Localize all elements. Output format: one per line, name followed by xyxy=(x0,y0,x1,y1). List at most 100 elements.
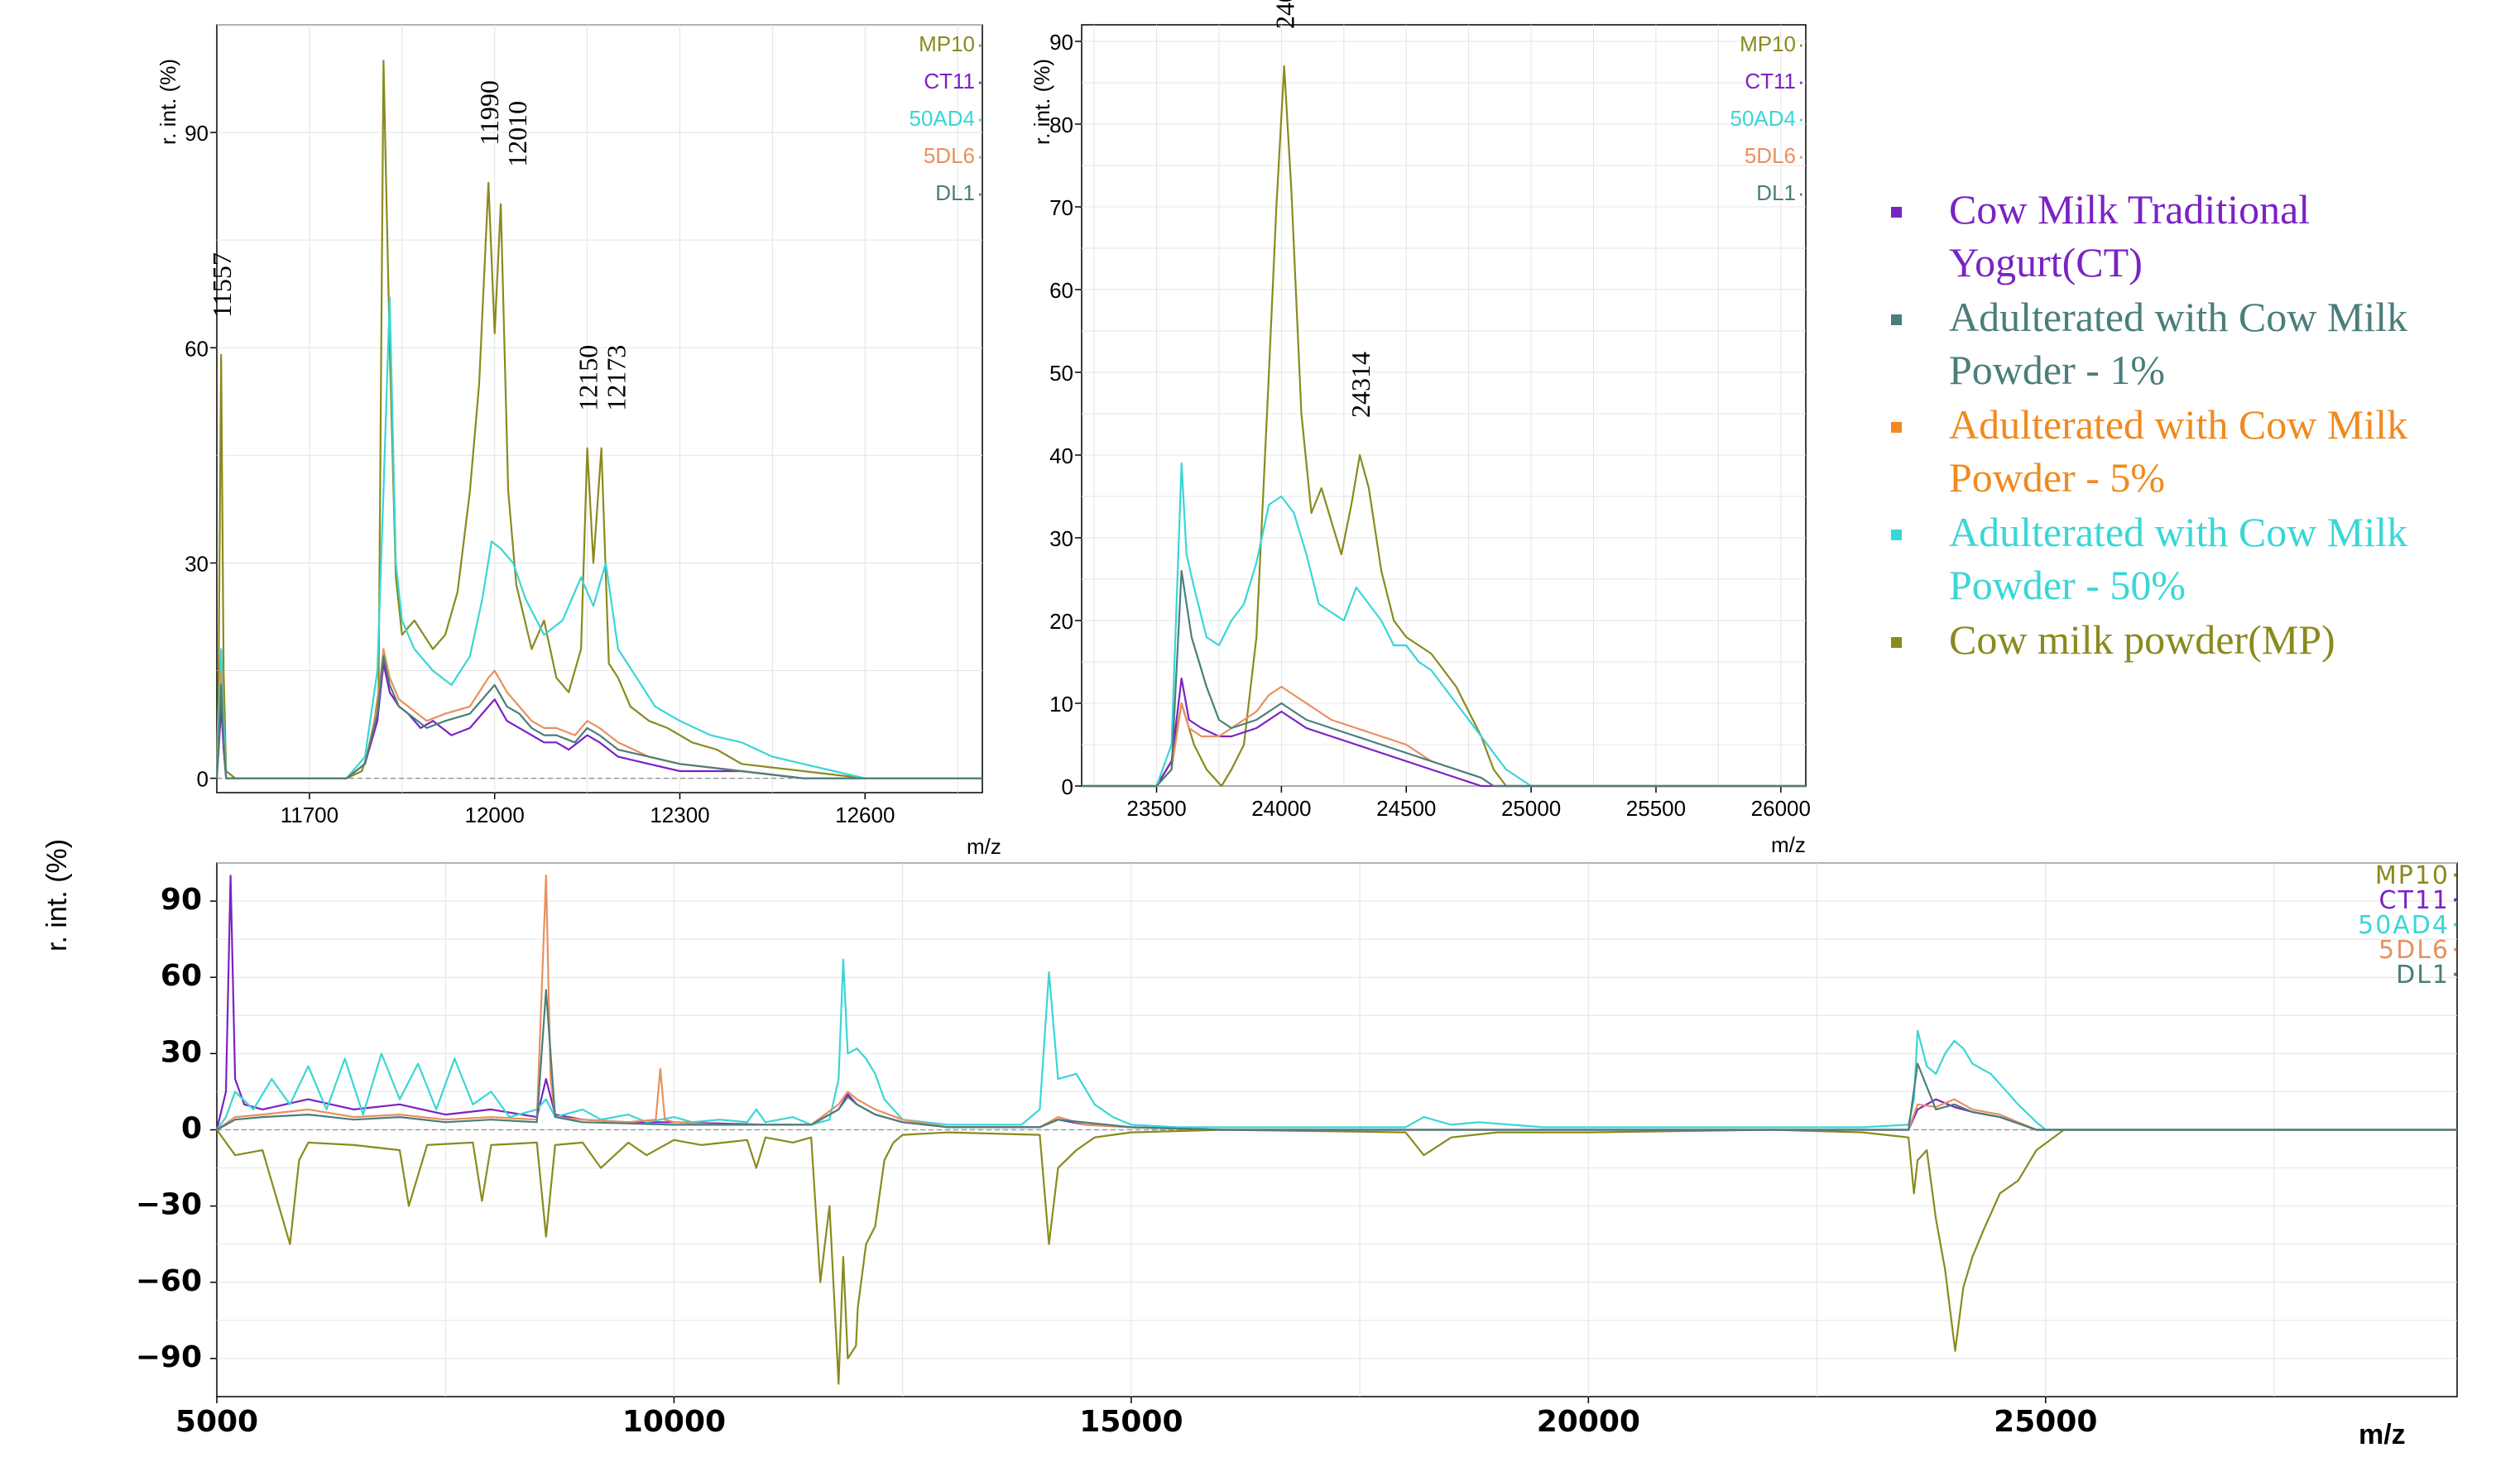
y-tick-label: 30 xyxy=(1049,526,1073,551)
inset-legend-entry: DL1 xyxy=(1756,180,1796,205)
y-tick-label: 90 xyxy=(161,883,202,917)
y-tick-label: 50 xyxy=(1049,361,1073,386)
panel-bottom-inset-legend: MP10 ·CT11·50AD4·5DL6 ·DL1 · xyxy=(2358,861,2461,990)
panel-bottom-ticks: 5000 10000 15000 20000 25000 −90 −60 −30 0 30 60 90 xyxy=(136,883,2098,1439)
panel-top-left-ticks: 11700 12000 12300 12600 0 30 60 90 xyxy=(185,121,895,827)
inset-legend-dot: · xyxy=(1798,31,1805,56)
panel-top-middle-series xyxy=(1082,65,1806,788)
inset-legend-entry: MP10 xyxy=(1740,31,1796,56)
panel-top-left-inset-legend: MP10 ·CT11·50AD4·5DL6 ·DL1 · xyxy=(910,31,984,205)
inset-legend-dot: · xyxy=(2451,961,2461,990)
panel-top-left-ylabel: r. int. (%) xyxy=(156,59,180,145)
x-tick-label: 23500 xyxy=(1126,796,1186,821)
inset-legend-entry: DL1 xyxy=(2396,961,2450,990)
inset-legend-entry: MP10 xyxy=(2375,861,2450,890)
x-tick-label: 25000 xyxy=(1501,796,1561,821)
series-line-ct11 xyxy=(1082,677,1806,788)
y-tick-label: 60 xyxy=(161,959,202,993)
inset-legend-entry: MP10 xyxy=(919,31,975,56)
side-legend-label: Powder - 1% xyxy=(1949,347,2165,393)
y-tick-label: −30 xyxy=(136,1188,202,1222)
inset-legend-entry: 5DL6 xyxy=(2378,936,2450,965)
series-line-50ad4 xyxy=(216,958,2457,1131)
x-tick-label: 15000 xyxy=(1079,1405,1183,1439)
x-tick-label: 12600 xyxy=(835,803,895,827)
inset-legend-dot: · xyxy=(2451,936,2461,965)
y-tick-label: 0 xyxy=(181,1112,202,1146)
panel-top-middle-peak-labels: 24011 24314 xyxy=(1270,0,1375,418)
panel-bottom-ylabel: r. int. (%) xyxy=(41,839,73,951)
peak-label: 24314 xyxy=(1346,352,1375,418)
series-line-mp10 xyxy=(1082,65,1806,788)
side-legend-marker xyxy=(1891,637,1902,648)
side-legend-label: Yogurt(CT) xyxy=(1949,239,2143,285)
y-tick-label: 0 xyxy=(1062,774,1073,799)
inset-legend-dot: · xyxy=(2451,911,2461,940)
y-tick-label: 70 xyxy=(1049,195,1073,220)
inset-legend-entry: 5DL6 xyxy=(1745,143,1796,168)
y-tick-label: 80 xyxy=(1049,113,1073,137)
side-legend-label: Adulterated with Cow Milk xyxy=(1949,294,2407,340)
inset-legend-dot: · xyxy=(2451,861,2461,890)
side-legend-marker xyxy=(1891,314,1902,325)
panel-top-left-frame xyxy=(216,24,983,793)
y-tick-label: 30 xyxy=(161,1035,202,1069)
peak-label: 11990 xyxy=(474,80,504,146)
panel-top-left-xlabel: m/z xyxy=(967,834,1001,859)
inset-legend-dot: · xyxy=(977,106,984,131)
inset-legend-entry: CT11 xyxy=(2379,886,2450,915)
panel-bottom-grid xyxy=(217,862,2457,1397)
side-legend-label: Adulterated with Cow Milk xyxy=(1949,509,2407,555)
x-tick-label: 24000 xyxy=(1251,796,1311,821)
inset-legend-entry: CT11 xyxy=(924,69,975,93)
peak-label: 24011 xyxy=(1270,0,1300,29)
side-legend-label: Cow milk powder(MP) xyxy=(1949,616,2335,663)
inset-legend-entry: 50AD4 xyxy=(910,106,976,131)
x-tick-label: 24500 xyxy=(1376,796,1436,821)
y-tick-label: 40 xyxy=(1049,443,1073,468)
y-tick-label: 30 xyxy=(185,551,209,576)
x-tick-label: 11700 xyxy=(281,803,338,827)
series-line-dl1 xyxy=(216,989,2457,1131)
x-tick-label: 25000 xyxy=(1994,1405,2097,1439)
side-legend-label: Adulterated with Cow Milk xyxy=(1949,401,2407,448)
panel-bottom-chart: 5000 10000 15000 20000 25000 −90 −60 −30 0 30 60 90… xyxy=(41,839,2461,1450)
y-tick-label: 20 xyxy=(1049,609,1073,634)
panel-top-middle-chart: 23500 24000 24500 25000 25500 26000 0 10 20 30 40 5… xyxy=(1030,0,1811,857)
series-line-mp10 xyxy=(216,1129,2457,1385)
y-tick-label: −60 xyxy=(136,1264,202,1298)
peak-label: 12150 xyxy=(574,345,603,411)
peak-label: 12173 xyxy=(602,345,631,411)
panel-top-middle-xlabel: m/z xyxy=(1771,832,1806,857)
panel-top-middle-ticks: 23500 24000 24500 25000 25500 26000 0 10 20 30 40 5… xyxy=(1049,30,1811,821)
side-legend-label: Powder - 50% xyxy=(1949,562,2186,608)
y-tick-label: 90 xyxy=(185,121,209,146)
inset-legend-entry: 50AD4 xyxy=(2358,911,2450,940)
inset-legend-dot: · xyxy=(1798,180,1805,205)
panel-top-middle-frame xyxy=(1081,24,1807,787)
inset-legend-entry: 50AD4 xyxy=(1730,106,1797,131)
x-tick-label: 10000 xyxy=(622,1405,726,1439)
panel-bottom-xlabel: m/z xyxy=(2359,1419,2406,1450)
panel-top-left-series xyxy=(215,60,982,779)
side-legend-label: Powder - 5% xyxy=(1949,454,2165,501)
inset-legend-dot: · xyxy=(1798,143,1805,168)
panel-top-middle-inset-legend: MP10 ·CT11·50AD4·5DL6 ·DL1 · xyxy=(1730,31,1805,205)
series-line-50ad4 xyxy=(1082,462,1806,788)
inset-legend-entry: CT11 xyxy=(1745,69,1796,93)
y-tick-label: 0 xyxy=(197,767,209,792)
side-legend-marker xyxy=(1891,530,1902,540)
x-tick-label: 5000 xyxy=(175,1405,258,1439)
x-tick-label: 12300 xyxy=(650,803,709,827)
inset-legend-entry: 5DL6 xyxy=(924,143,975,168)
panel-top-middle-ylabel: r. int. (%) xyxy=(1030,59,1054,145)
inset-legend-dot: · xyxy=(977,180,984,205)
side-legend-marker xyxy=(1891,422,1902,433)
inset-legend-dot: · xyxy=(1798,106,1805,131)
y-tick-label: 60 xyxy=(185,336,209,361)
side-legend-label: Cow Milk Traditional xyxy=(1949,186,2310,232)
peak-label: 12010 xyxy=(502,101,532,167)
